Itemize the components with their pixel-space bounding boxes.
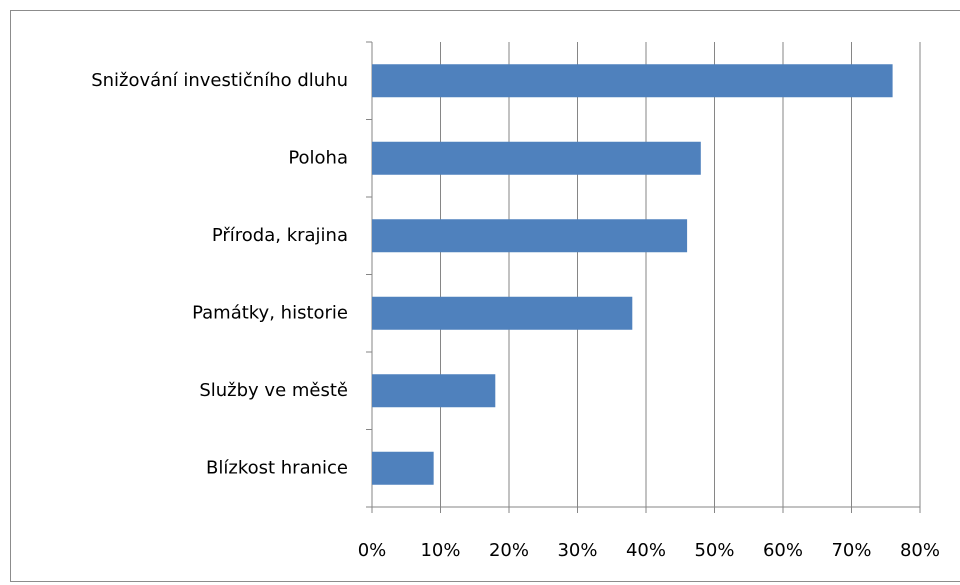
x-tick-label: 70%	[831, 540, 871, 561]
x-tick-label: 60%	[763, 540, 803, 561]
x-tick-label: 0%	[358, 540, 387, 561]
y-tick-label: Služby ve městě	[199, 380, 348, 401]
y-tick-label: Poloha	[288, 147, 348, 168]
x-tick-label: 30%	[557, 540, 597, 561]
bar	[372, 64, 893, 98]
bar	[372, 219, 688, 253]
x-tick-label: 10%	[420, 540, 460, 561]
x-tick-label: 40%	[626, 540, 666, 561]
bar	[372, 451, 434, 485]
y-tick-label: Památky, historie	[192, 302, 348, 323]
y-tick-label: Snižování investičního dluhu	[91, 70, 348, 91]
y-tick-label: Blízkost hranice	[206, 457, 348, 478]
bar	[372, 141, 701, 175]
x-tick-label: 50%	[694, 540, 734, 561]
x-tick-label: 80%	[900, 540, 940, 561]
chart-border	[10, 10, 960, 582]
bar	[372, 374, 496, 408]
x-tick-label: 20%	[489, 540, 529, 561]
bar	[372, 296, 633, 330]
y-tick-label: Příroda, krajina	[212, 225, 348, 246]
